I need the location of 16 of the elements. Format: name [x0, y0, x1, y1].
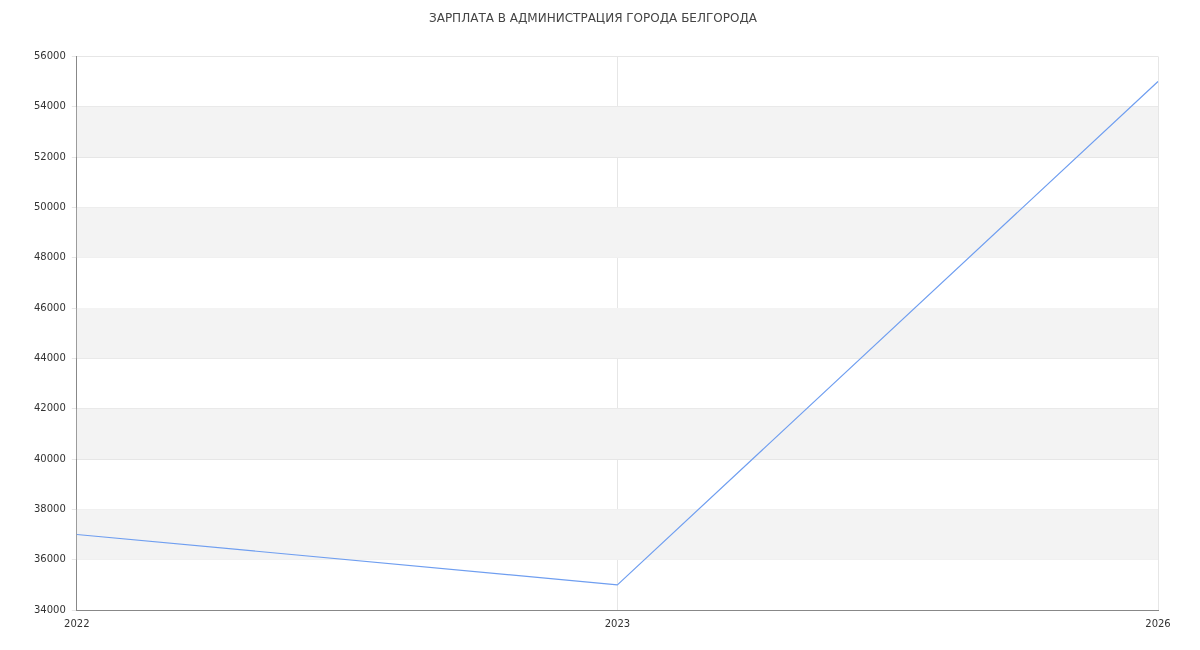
y-tick-label: 50000: [34, 200, 66, 212]
x-tick-label: 2022: [64, 617, 90, 629]
x-tick-label: 2026: [1145, 617, 1171, 629]
y-tick-label: 42000: [34, 402, 66, 414]
y-tick-label: 34000: [34, 603, 66, 615]
y-tick-label: 36000: [34, 553, 66, 565]
y-tick-label: 52000: [34, 150, 66, 162]
y-tick-label: 38000: [34, 502, 66, 514]
y-tick-label: 48000: [34, 251, 66, 263]
y-tick-label: 54000: [34, 100, 66, 112]
x-tick-label: 2023: [604, 617, 631, 629]
y-tick-label: 44000: [34, 351, 66, 363]
y-tick-label: 56000: [34, 49, 66, 61]
y-tick-label: 46000: [34, 301, 66, 313]
y-tick-label: 40000: [34, 452, 66, 464]
chart-title: ЗАРПЛАТА В АДМИНИСТРАЦИЯ ГОРОДА БЕЛГОРОДА: [428, 11, 758, 26]
